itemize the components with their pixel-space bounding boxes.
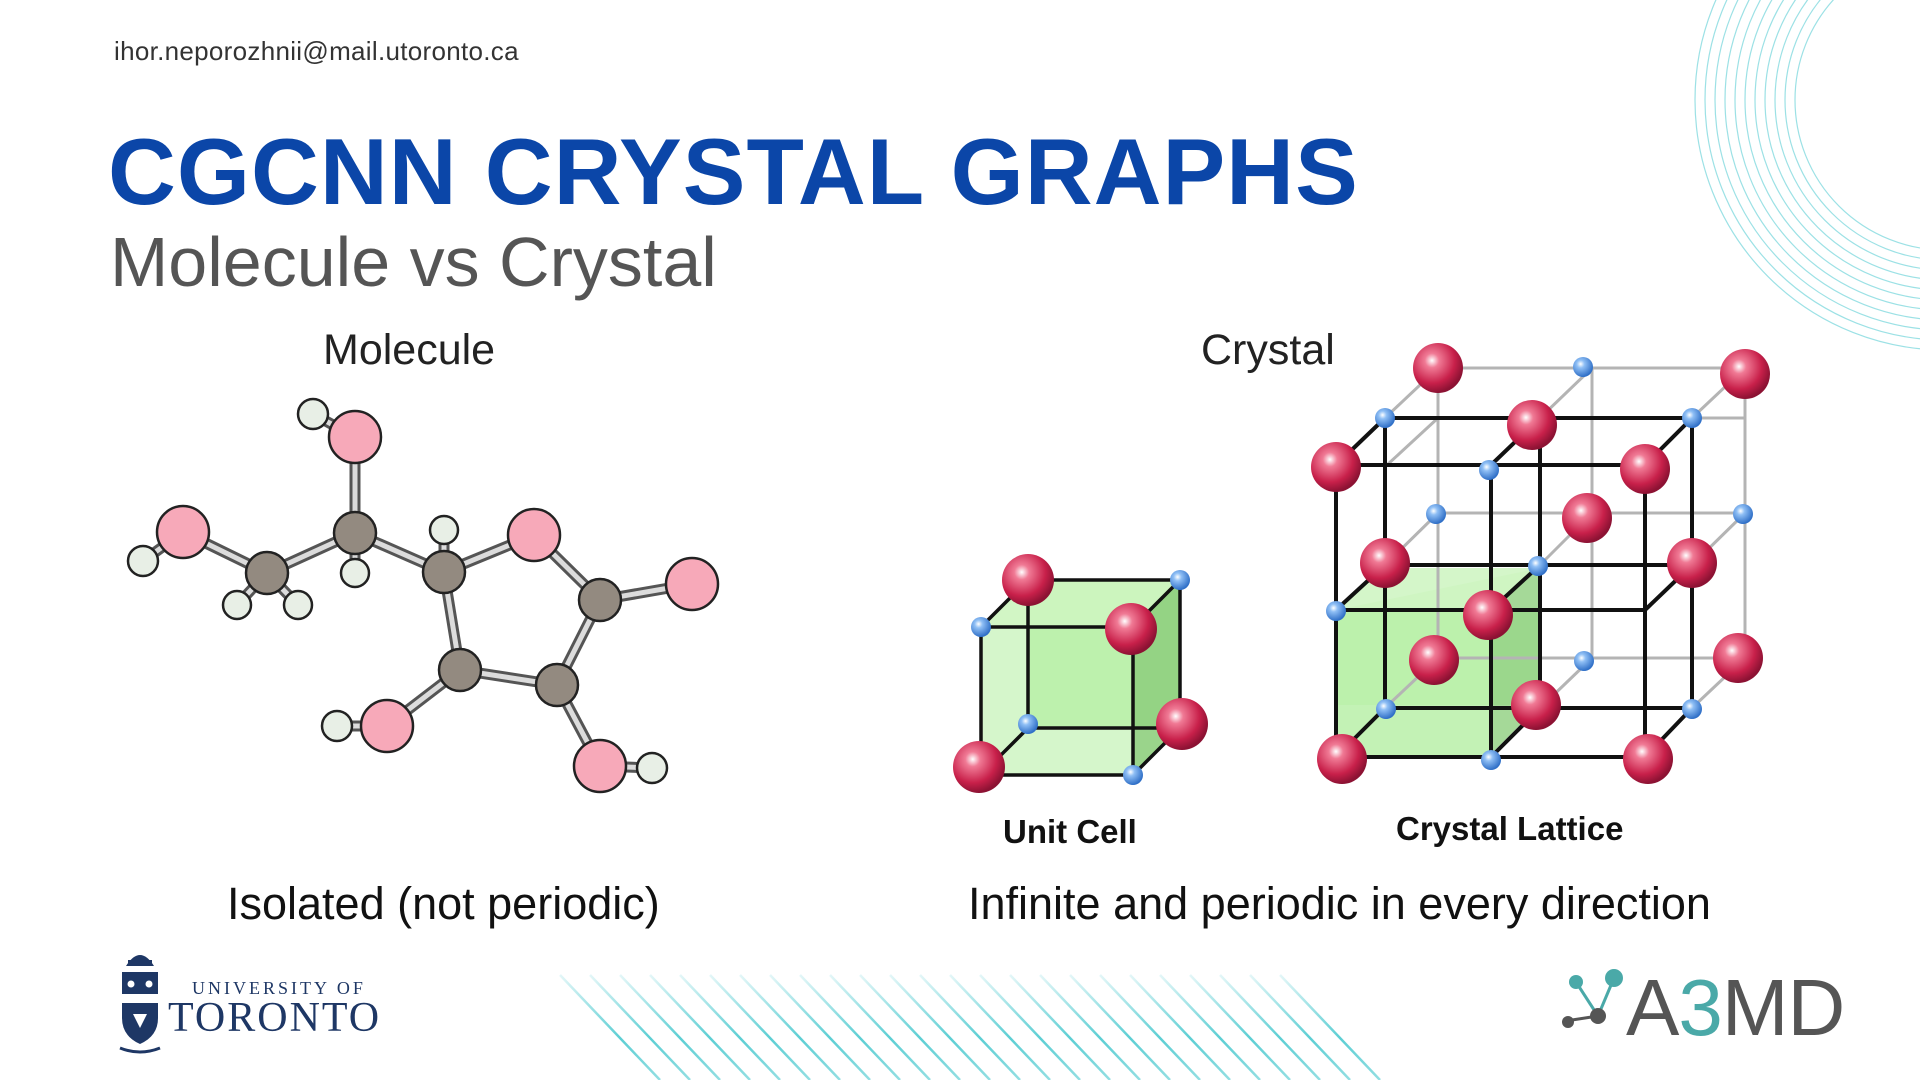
a3md-suffix: MD xyxy=(1721,963,1845,1052)
oxygen-atom xyxy=(664,556,720,612)
oxygen-atom xyxy=(572,738,628,794)
hydrogen-atom xyxy=(221,589,253,621)
molecule-diagram xyxy=(126,397,720,794)
unit-cell-atoms xyxy=(953,554,1208,793)
oxygen-atom xyxy=(327,409,383,465)
hydrogen-atom xyxy=(282,589,314,621)
a3md-logo-mark xyxy=(1562,969,1623,1028)
carbon-atom xyxy=(332,510,378,556)
crystal-caption: Infinite and periodic in every direction xyxy=(968,878,1711,929)
hydrogen-atom xyxy=(296,397,330,431)
decorative-arcs xyxy=(1694,0,1920,350)
crystal-heading: Crystal xyxy=(1201,326,1335,374)
unit-cell-diagram xyxy=(953,554,1208,793)
a3md-logo-text: A3MD xyxy=(1626,962,1845,1054)
page-subtitle: Molecule vs Crystal xyxy=(110,223,717,301)
crystal-lattice-diagram xyxy=(1311,343,1770,784)
oxygen-atom xyxy=(506,507,562,563)
lattice-blue-atoms xyxy=(1326,357,1753,770)
decorative-stripes xyxy=(559,974,1381,1080)
hydrogen-atom xyxy=(428,514,460,546)
carbon-atom xyxy=(534,662,580,708)
hydrogen-atom xyxy=(339,557,371,589)
page-title: CGCNN CRYSTAL GRAPHS xyxy=(108,119,1359,224)
uoft-crest-logo xyxy=(119,955,161,1054)
molecule-heading: Molecule xyxy=(323,326,496,374)
lattice-red-atoms xyxy=(1311,343,1770,784)
oxygen-atom xyxy=(155,504,211,560)
author-email: ihor.neporozhnii@mail.utoronto.ca xyxy=(114,36,519,66)
carbon-atom xyxy=(437,647,483,693)
hydrogen-atom xyxy=(320,709,354,743)
carbon-atom xyxy=(244,550,290,596)
carbon-atom xyxy=(577,577,623,623)
uoft-logo-line1: UNIVERSITY OF xyxy=(192,978,366,998)
hydrogen-atom xyxy=(635,751,669,785)
uoft-logo-line2: TORONTO xyxy=(168,995,382,1041)
a3md-three: 3 xyxy=(1678,963,1722,1052)
unit-cell-label: Unit Cell xyxy=(1003,813,1137,850)
carbon-atom xyxy=(421,549,467,595)
molecule-atoms xyxy=(126,397,720,794)
molecule-caption: Isolated (not periodic) xyxy=(227,878,660,929)
a3md-prefix: A xyxy=(1626,963,1679,1052)
crystal-lattice-label: Crystal Lattice xyxy=(1396,810,1624,847)
hydrogen-atom xyxy=(126,544,160,578)
oxygen-atom xyxy=(359,698,415,754)
